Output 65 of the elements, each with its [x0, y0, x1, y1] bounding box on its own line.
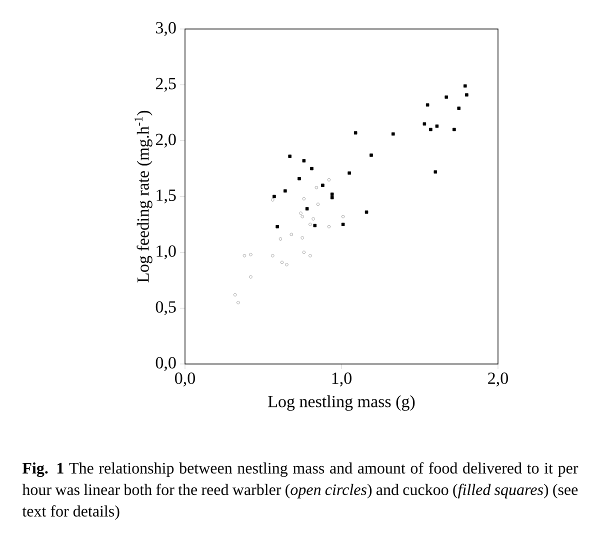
point: [300, 214, 304, 218]
point: [302, 197, 306, 200]
point: [341, 214, 345, 218]
point: [270, 198, 274, 202]
point: [327, 178, 331, 182]
point: [465, 93, 468, 97]
point: [422, 122, 426, 126]
point: [288, 154, 292, 158]
point: [233, 293, 237, 296]
point: [330, 196, 334, 200]
point: [312, 217, 315, 220]
x-tick-label: 1,0: [332, 372, 352, 386]
point: [444, 95, 448, 99]
point: [236, 300, 240, 304]
point: [429, 128, 432, 132]
point: [299, 212, 302, 215]
point: [435, 124, 439, 128]
point: [321, 184, 324, 187]
point: [463, 84, 467, 88]
point: [285, 262, 288, 266]
point: [276, 224, 279, 228]
point: [280, 260, 284, 264]
y-tick-label: 0,5: [156, 301, 176, 316]
point: [278, 237, 282, 241]
point: [348, 171, 351, 175]
y-tick-label: 0,0: [156, 357, 176, 371]
x-tick-label: 0,0: [175, 372, 195, 386]
point: [310, 166, 314, 170]
point: [242, 254, 246, 258]
point: [370, 154, 373, 157]
point: [354, 131, 358, 134]
point: [290, 232, 294, 236]
y-tick-label: 2,0: [156, 134, 176, 148]
point: [364, 210, 368, 214]
y-tick-label: 1,5: [156, 190, 176, 204]
point: [249, 275, 252, 279]
point: [457, 106, 461, 110]
point: [305, 207, 309, 210]
x-axis-title: Log nestling mass (g): [268, 395, 415, 411]
point: [316, 202, 320, 206]
point: [452, 128, 456, 132]
point: [302, 250, 306, 254]
y-tick-label: 3,0: [156, 22, 176, 36]
point: [308, 222, 312, 226]
point: [330, 192, 334, 196]
point: [426, 103, 430, 107]
x-tick-label: 2,0: [488, 372, 508, 386]
point: [314, 186, 318, 190]
point: [249, 252, 252, 256]
text: Fig. 1 The relationship between nestling mass and amount of food delivered to it per hour was linear both for the reed warbler (open circles) and cuckoo (filled squares) (see text for details): [22, 462, 578, 520]
point: [298, 176, 301, 180]
point: [313, 224, 317, 228]
point: [308, 254, 312, 258]
point: [327, 224, 331, 228]
point: [302, 159, 306, 162]
point: [270, 254, 274, 258]
point: [284, 189, 287, 193]
point: [341, 222, 345, 226]
point: [391, 132, 395, 136]
y-tick-label: 1,0: [156, 245, 176, 260]
y-axis-title: Log feeding rate (mg.h$^{-1}$): [134, 110, 152, 282]
point: [272, 194, 276, 198]
point: [434, 170, 438, 174]
point: [300, 236, 304, 240]
y-tick-label: 2,5: [156, 78, 176, 92]
